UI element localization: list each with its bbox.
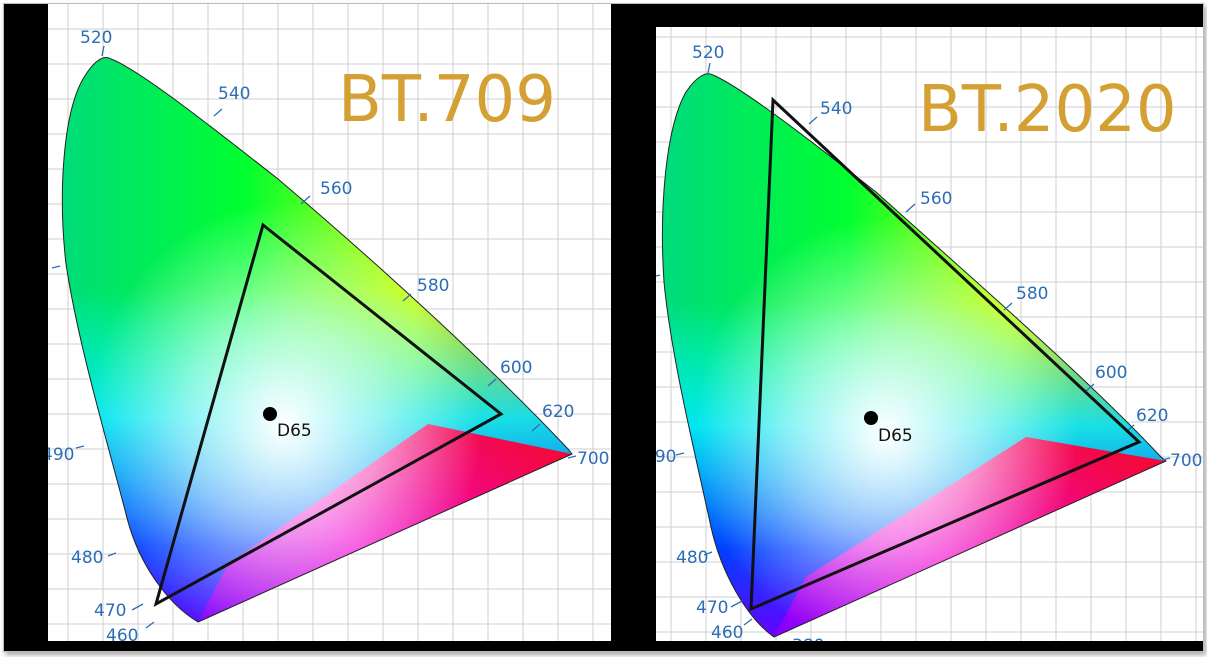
bt2020-chromaticity-diagram: 520 540 560 580 600 620 700 500 490 480 … [656, 27, 1203, 641]
wavelength-label-600: 600 [1095, 363, 1127, 383]
wavelength-label-460: 460 [106, 626, 138, 641]
wavelength-label-580: 580 [1016, 284, 1048, 304]
wavelength-label-480: 480 [71, 548, 103, 568]
wavelength-label-540: 540 [218, 84, 250, 104]
bt2020-gamut-triangle [749, 96, 1142, 612]
wavelength-ticks [656, 62, 1171, 626]
bt2020-title: BT.2020 [918, 73, 1177, 147]
d65-label: D65 [878, 426, 913, 446]
wavelength-label-620: 620 [1136, 406, 1168, 426]
wavelength-label-480: 480 [676, 548, 708, 568]
wavelength-label-520: 520 [692, 43, 724, 63]
comparison-image: 520 540 560 580 600 620 700 500 490 480 … [3, 3, 1204, 652]
wavelength-label-560: 560 [320, 179, 352, 199]
wavelength-label-700: 700 [1170, 451, 1202, 471]
wavelength-label-460: 460 [711, 623, 743, 641]
wavelength-label-470: 470 [94, 601, 126, 621]
wavelength-label-540: 540 [820, 99, 852, 119]
wavelength-label-490: 490 [48, 445, 74, 465]
wavelength-label-490: 490 [656, 447, 676, 467]
wavelength-label-520: 520 [80, 28, 112, 48]
d65-label: D65 [277, 421, 312, 441]
wavelength-label-380: 380 [792, 636, 824, 641]
wavelength-label-470: 470 [696, 598, 728, 618]
wavelength-label-600: 600 [500, 358, 532, 378]
wavelength-label-560: 560 [920, 189, 952, 209]
bt709-title: BT.709 [338, 63, 556, 137]
wavelength-label-620: 620 [542, 402, 574, 422]
d65-white-point [864, 411, 878, 425]
wavelength-label-580: 580 [417, 276, 449, 296]
wavelength-ticks [51, 45, 577, 629]
d65-white-point [263, 407, 277, 421]
wavelength-label-700: 700 [577, 449, 609, 469]
bt709-chromaticity-diagram: 520 540 560 580 600 620 700 500 490 480 … [48, 4, 611, 641]
bt709-gamut-triangle [153, 222, 504, 608]
